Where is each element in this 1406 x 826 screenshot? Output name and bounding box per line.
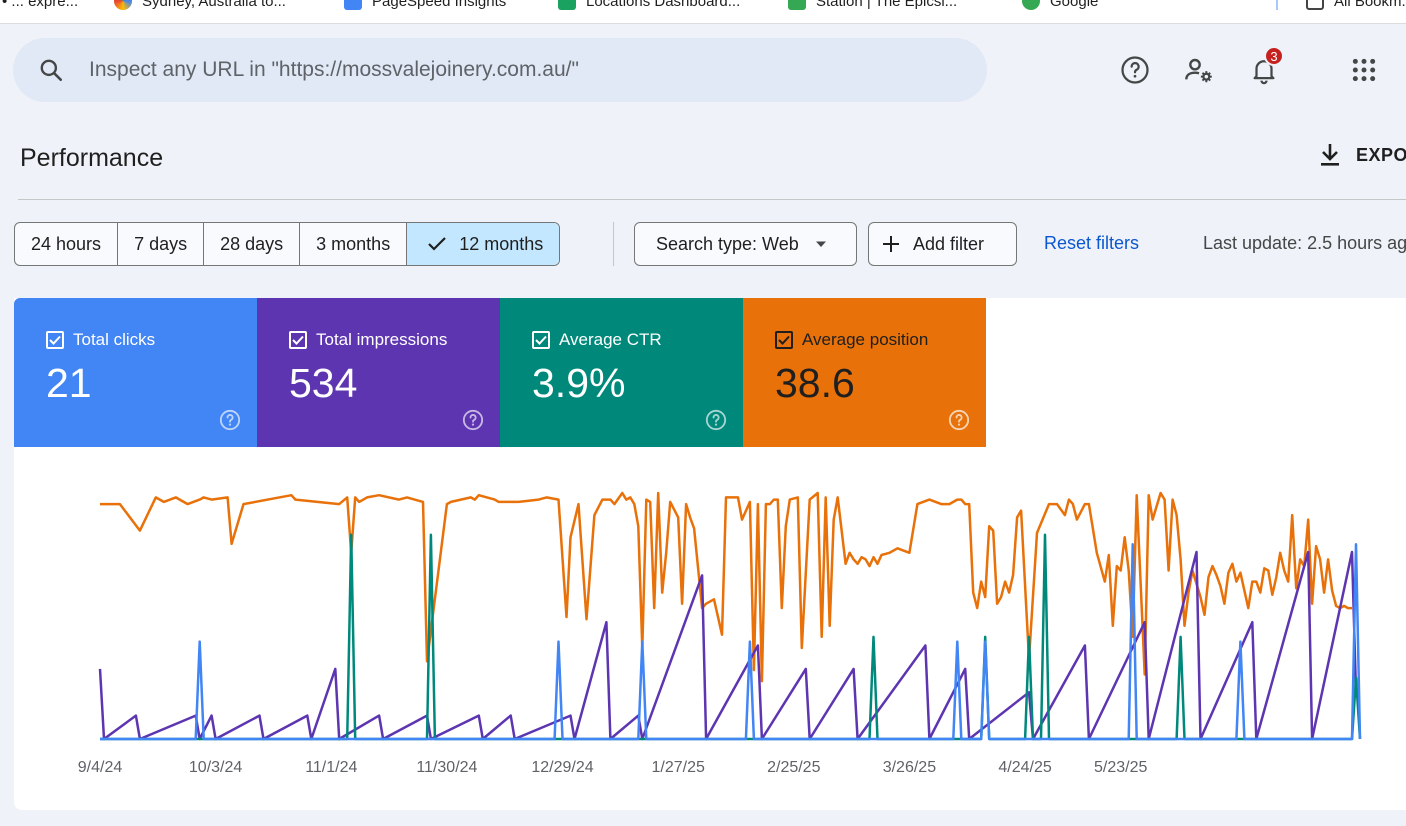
bookmarks-bar: • ... expre... Sydney, Australia to... P…: [0, 0, 1406, 24]
bookmark-label: Locations Dashboard...: [586, 0, 741, 10]
metric-value: 3.9%: [532, 360, 626, 406]
bookmark-label: PageSpeed Insights: [372, 0, 507, 10]
metric-label: Total clicks: [73, 330, 156, 349]
export-label: EXPORT: [1356, 144, 1406, 165]
bookmark-item[interactable]: • ... expre...: [2, 0, 78, 11]
checkbox-checked-icon[interactable]: [46, 331, 64, 349]
page-title: Performance: [20, 144, 164, 172]
checkbox-checked-icon[interactable]: [532, 331, 550, 349]
x-tick-label: 9/4/24: [78, 759, 123, 776]
x-tick-label: 1/27/25: [652, 759, 705, 776]
x-tick-label: 11/1/24: [305, 759, 357, 776]
range-28-days[interactable]: 28 days: [204, 223, 301, 265]
x-tick-label: 2/25/25: [767, 759, 820, 776]
metric-card-total-clicks[interactable]: Total clicks 21: [14, 298, 257, 447]
filter-separator: [613, 222, 614, 266]
plus-icon: [883, 236, 899, 252]
header-divider: [18, 199, 1406, 200]
x-tick-label: 11/30/24: [416, 759, 477, 776]
bookmark-item[interactable]: Locations Dashboard...: [558, 0, 740, 11]
series-line-total-clicks[interactable]: [100, 543, 1362, 741]
bookmark-label: All Bookm...: [1334, 0, 1406, 10]
notifications-button[interactable]: 3: [1246, 46, 1284, 88]
bookmark-item[interactable]: Station | The Epicsi...: [788, 0, 957, 11]
bookmark-item[interactable]: Sydney, Australia to...: [114, 0, 286, 11]
help-button[interactable]: [1117, 52, 1153, 88]
all-bookmarks-item[interactable]: All Bookm...: [1306, 0, 1406, 11]
url-inspection-input[interactable]: [89, 58, 909, 82]
metric-label: Average CTR: [559, 330, 662, 349]
series-line-average-position[interactable]: [100, 491, 1352, 683]
metric-value: 534: [289, 360, 358, 406]
metric-card-average-position[interactable]: Average position 38.6: [743, 298, 986, 447]
x-tick-label: 12/29/24: [531, 759, 593, 776]
bookmark-item[interactable]: PageSpeed Insights: [344, 0, 506, 11]
pagespeed-icon: [344, 0, 362, 10]
x-tick-label: 5/23/25: [1094, 759, 1147, 776]
help-circle-icon[interactable]: [219, 409, 241, 431]
range-12-months[interactable]: 12 months: [407, 223, 560, 265]
apps-grid-icon: [1352, 58, 1376, 82]
bookmark-item[interactable]: Google: [1022, 0, 1098, 11]
series-line-average-ctr[interactable]: [100, 533, 1362, 741]
x-tick-label: 3/26/25: [883, 759, 936, 776]
range-7-days[interactable]: 7 days: [118, 223, 205, 265]
last-update-text: Last update: 2.5 hours ago: [1203, 233, 1406, 253]
folder-icon: [1306, 0, 1324, 10]
url-inspection-bar[interactable]: [13, 38, 987, 102]
range-3-months[interactable]: 3 months: [300, 223, 408, 265]
performance-chart[interactable]: 9/4/24 10/3/24 11/1/24 11/30/24 12/29/24 1/27…: [14, 447, 1406, 810]
check-icon: [428, 237, 446, 251]
metric-value: 38.6: [775, 360, 855, 406]
help-icon: [1121, 56, 1149, 84]
apps-button[interactable]: [1346, 52, 1382, 88]
dropdown-arrow-icon: [815, 241, 826, 247]
search-type-label: Search type: Web: [656, 233, 799, 254]
help-circle-icon[interactable]: [462, 409, 484, 431]
notification-count-badge: 3: [1264, 46, 1284, 66]
x-tick-label: 10/3/24: [189, 759, 242, 776]
download-icon: [1321, 144, 1339, 166]
metric-label: Total impressions: [316, 330, 448, 349]
help-circle-icon[interactable]: [948, 409, 970, 431]
search-icon: [37, 56, 65, 84]
search-type-dropdown[interactable]: Search type: Web: [634, 222, 857, 266]
reset-filters-link[interactable]: Reset filters: [1044, 233, 1140, 253]
range-12-months-label: 12 months: [459, 233, 544, 254]
series-line-total-impressions[interactable]: [98, 550, 1358, 741]
bookmark-label: Station | The Epicsi...: [816, 0, 958, 10]
range-24-hours[interactable]: 24 hours: [15, 223, 119, 265]
metric-card-average-ctr[interactable]: Average CTR 3.9%: [500, 298, 743, 447]
bookmark-separator: [1276, 0, 1278, 10]
help-circle-icon[interactable]: [705, 409, 727, 431]
manage-users-icon: [1185, 58, 1212, 83]
checkbox-checked-icon[interactable]: [775, 331, 793, 349]
export-button[interactable]: EXPORT: [1318, 142, 1406, 168]
user-settings-button[interactable]: [1181, 52, 1217, 88]
add-filter-button[interactable]: Add filter: [868, 222, 1017, 266]
bookmark-label: • ... expre...: [2, 0, 79, 10]
bookmark-label: Sydney, Australia to...: [142, 0, 286, 10]
globe-icon: [114, 0, 132, 10]
sheets-icon: [558, 0, 576, 10]
google-icon: [1022, 0, 1040, 10]
sheets-icon: [788, 0, 806, 10]
checkbox-checked-icon[interactable]: [289, 331, 307, 349]
metric-label: Average position: [802, 330, 929, 349]
bookmark-label: Google: [1050, 0, 1099, 10]
add-filter-label: Add filter: [913, 233, 985, 254]
x-tick-label: 4/24/25: [998, 759, 1051, 776]
metric-card-total-impressions[interactable]: Total impressions 534: [257, 298, 500, 447]
metric-value: 21: [46, 360, 92, 406]
date-range-selector: 24 hours 7 days 28 days 3 months 12 mont…: [14, 222, 561, 266]
